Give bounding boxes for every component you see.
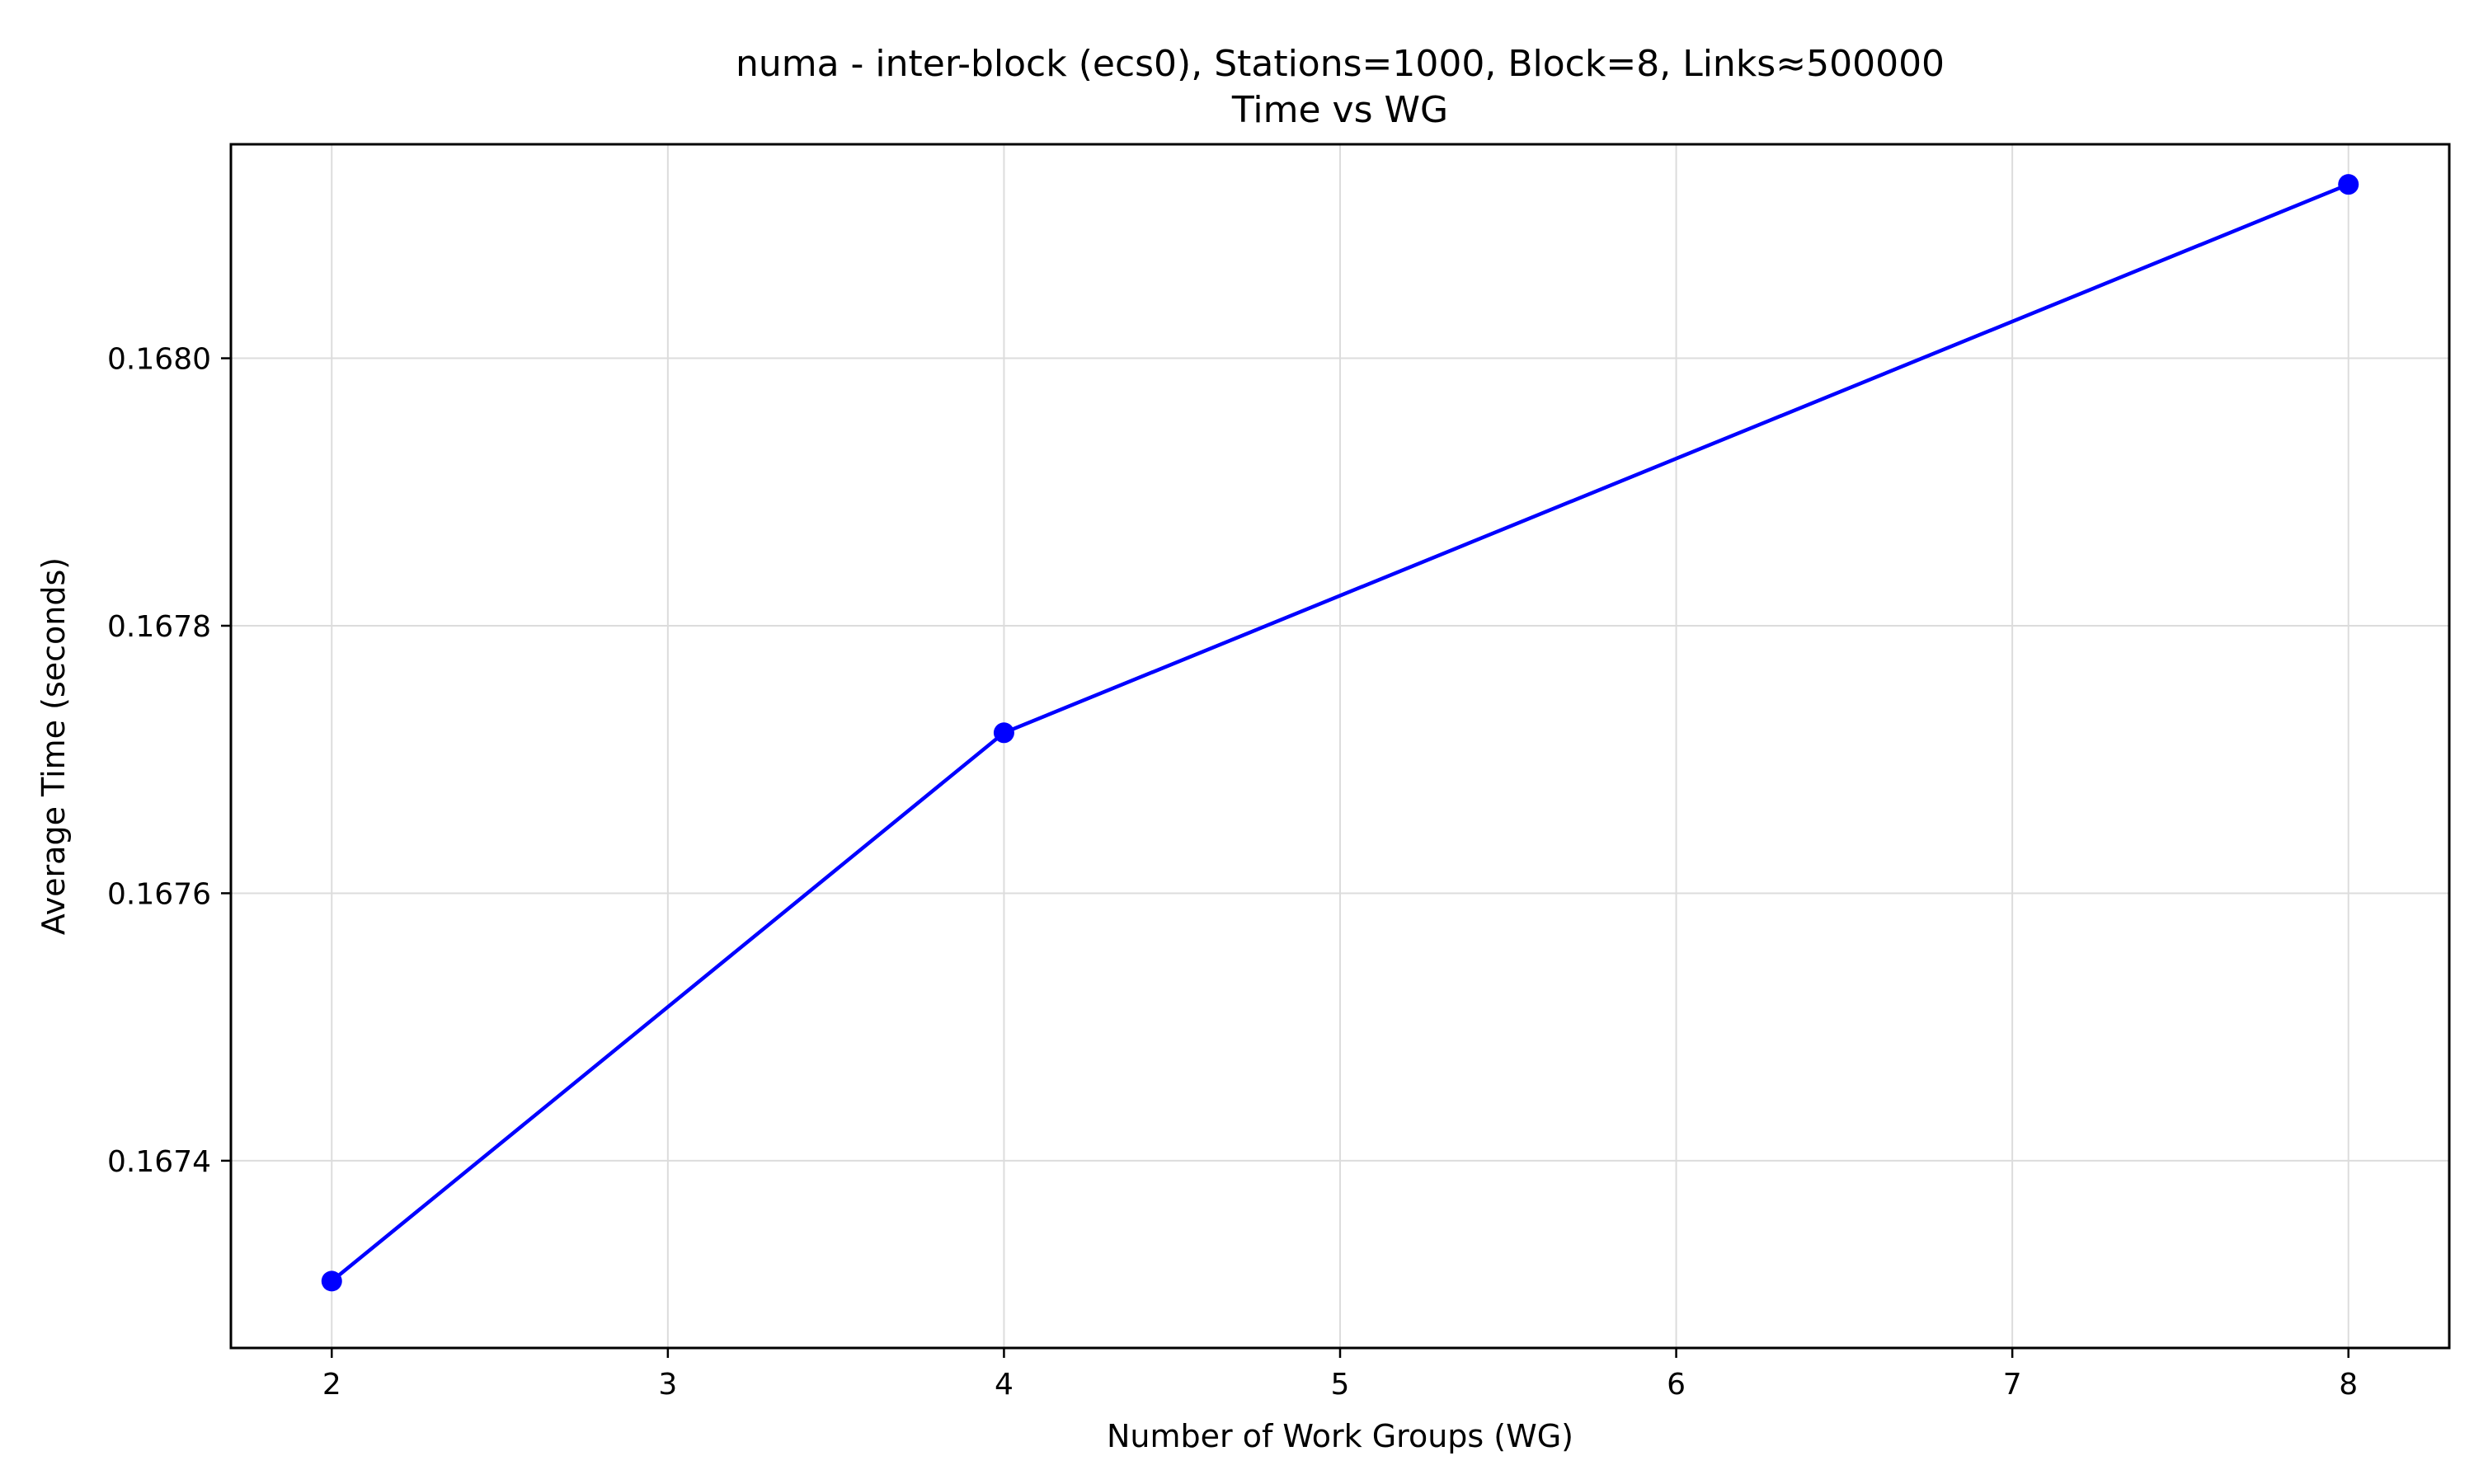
- plot-frame: [229, 143, 2451, 1350]
- data-point: [321, 1270, 342, 1292]
- x-tick-label: 8: [2339, 1368, 2358, 1402]
- y-axis-label: Average Time (seconds): [35, 557, 72, 935]
- grid: [231, 144, 2449, 1348]
- x-tick-label: 7: [2003, 1368, 2022, 1402]
- chart-title: numa - inter-block (ecs0), Stations=1000…: [736, 43, 1945, 85]
- y-tick-label: 0.1680: [107, 343, 211, 377]
- x-tick-label: 4: [995, 1368, 1014, 1402]
- ticks: 2 3 4 5 6 7 8 0.1674 0.1676 0.1678 0.1680: [107, 343, 2358, 1402]
- data-point: [2338, 174, 2359, 195]
- x-tick-label: 6: [1667, 1368, 1686, 1402]
- y-tick-label: 0.1674: [107, 1145, 211, 1179]
- data-point: [993, 722, 1014, 744]
- y-tick-label: 0.1678: [107, 610, 211, 644]
- x-axis-label: Number of Work Groups (WG): [1107, 1418, 1573, 1454]
- x-tick-label: 3: [658, 1368, 677, 1402]
- x-tick-label: 5: [1331, 1368, 1350, 1402]
- x-tick-label: 2: [322, 1368, 341, 1402]
- chart-subtitle: Time vs WG: [1231, 89, 1448, 131]
- series: [321, 174, 2359, 1292]
- y-tick-label: 0.1676: [107, 877, 211, 911]
